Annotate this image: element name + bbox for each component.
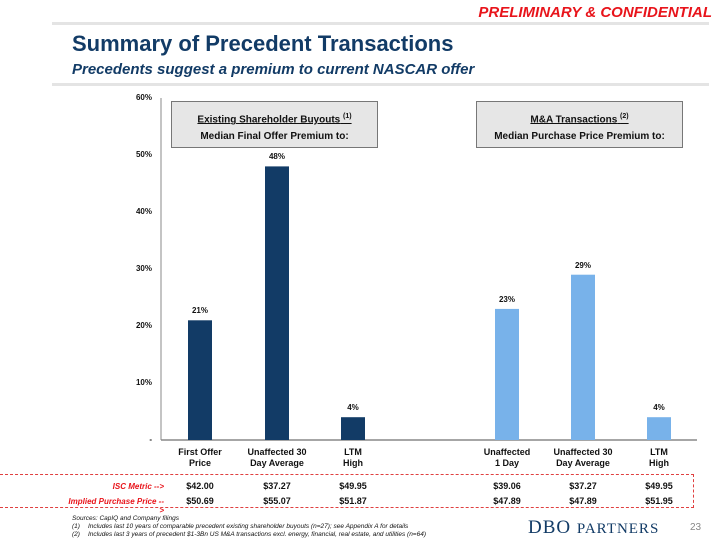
page-number: 23 xyxy=(690,522,702,533)
table-cell: $49.95 xyxy=(339,481,367,491)
table-cell: $51.87 xyxy=(339,496,367,506)
confidential-label: PRELIMINARY & CONFIDENTIAL xyxy=(478,4,712,21)
metrics-table xyxy=(0,474,694,508)
y-tick-label: 10% xyxy=(135,378,152,387)
data-label: 4% xyxy=(347,403,359,413)
category-label-line: First Offer xyxy=(178,447,222,457)
subtitle-divider xyxy=(52,83,709,86)
bar-2 xyxy=(341,417,365,440)
footnote-text: Includes last 3 years of precedent $1-3B… xyxy=(88,531,426,538)
footnote-number: (2) xyxy=(72,531,80,538)
group-box-shareholder-buyouts: Existing Shareholder Buyouts (1) Median … xyxy=(171,101,378,148)
bar-5 xyxy=(647,417,671,440)
group-heading: M&A Transactions xyxy=(530,114,618,126)
category-label-line: High xyxy=(343,458,363,468)
table-row-label: Implied Purchase Price --> xyxy=(68,497,164,515)
y-tick-label: 30% xyxy=(135,264,152,273)
bar-1 xyxy=(265,166,289,440)
table-cell: $50.69 xyxy=(186,496,214,506)
y-tick-label: 40% xyxy=(135,207,152,216)
y-tick-label: - xyxy=(149,435,152,444)
category-label-line: Day Average xyxy=(556,458,610,468)
table-cell: $39.06 xyxy=(493,481,521,491)
footnote-2: (2) Includes last 3 years of precedent $1… xyxy=(72,531,426,538)
category-label: LTM High xyxy=(619,447,699,469)
category-label: First Offer Price xyxy=(160,447,240,469)
category-label-line: 1 Day xyxy=(494,458,520,468)
data-label: 29% xyxy=(574,260,591,270)
table-cell: $49.95 xyxy=(645,481,673,491)
category-label: LTM High xyxy=(313,447,393,469)
group-box-ma-transactions: M&A Transactions (2) Median Purchase Pri… xyxy=(476,101,683,148)
group-subheading: Median Purchase Price Premium to: xyxy=(494,131,665,143)
group-subheading: Median Final Offer Premium to: xyxy=(200,131,349,143)
table-cell: $55.07 xyxy=(263,496,291,506)
footnote-ref: (2) xyxy=(620,113,629,120)
footnote-1: (1) Includes last 10 years of comparable … xyxy=(72,523,408,530)
table-cell: $47.89 xyxy=(493,496,521,506)
category-label: Unaffected 30 Day Average xyxy=(543,447,623,469)
table-cell: $47.89 xyxy=(569,496,597,506)
bar-0 xyxy=(188,320,212,440)
page-title: Summary of Precedent Transactions xyxy=(72,31,454,56)
footnote-ref: (1) xyxy=(343,113,352,120)
data-label: 48% xyxy=(268,152,285,162)
logo-text-second: PARTNERS xyxy=(576,521,660,537)
table-cell: $37.27 xyxy=(263,481,291,491)
category-label: Unaffected 1 Day xyxy=(467,447,547,469)
category-label-line: Price xyxy=(188,458,212,468)
footnote-number: (1) xyxy=(72,523,80,530)
y-tick-label: 20% xyxy=(135,321,152,330)
group-heading: Existing Shareholder Buyouts xyxy=(197,114,341,126)
table-cell: $51.95 xyxy=(645,496,673,506)
data-label: 23% xyxy=(498,294,515,304)
bar-3 xyxy=(495,308,519,440)
company-logo: DBO PARTNERS xyxy=(528,517,659,539)
bar-4 xyxy=(571,274,595,440)
table-cell: $37.27 xyxy=(569,481,597,491)
page-subtitle: Precedents suggest a premium to current … xyxy=(72,61,475,78)
footnote-text: Includes last 10 years of comparable pre… xyxy=(88,523,409,530)
y-tick-label: 50% xyxy=(135,150,152,159)
category-label-line: LTM xyxy=(344,447,362,457)
category-label-line: Unaffected xyxy=(483,447,531,457)
logo-text-first: DBO xyxy=(528,517,572,538)
category-label: Unaffected 30 Day Average xyxy=(237,447,317,469)
category-label-line: Unaffected 30 xyxy=(553,447,613,457)
category-label-line: Day Average xyxy=(250,458,304,468)
category-label-line: Unaffected 30 xyxy=(247,447,307,457)
category-label-line: LTM xyxy=(650,447,668,457)
table-cell: $42.00 xyxy=(186,481,214,491)
data-label: 4% xyxy=(653,403,665,413)
table-row-label: ISC Metric --> xyxy=(112,482,164,491)
data-label: 21% xyxy=(191,306,208,316)
sources-note: Sources: CapIQ and Company filings xyxy=(72,515,179,522)
header-divider xyxy=(52,22,709,25)
category-label-line: High xyxy=(649,458,669,468)
y-tick-label: 60% xyxy=(135,93,152,102)
